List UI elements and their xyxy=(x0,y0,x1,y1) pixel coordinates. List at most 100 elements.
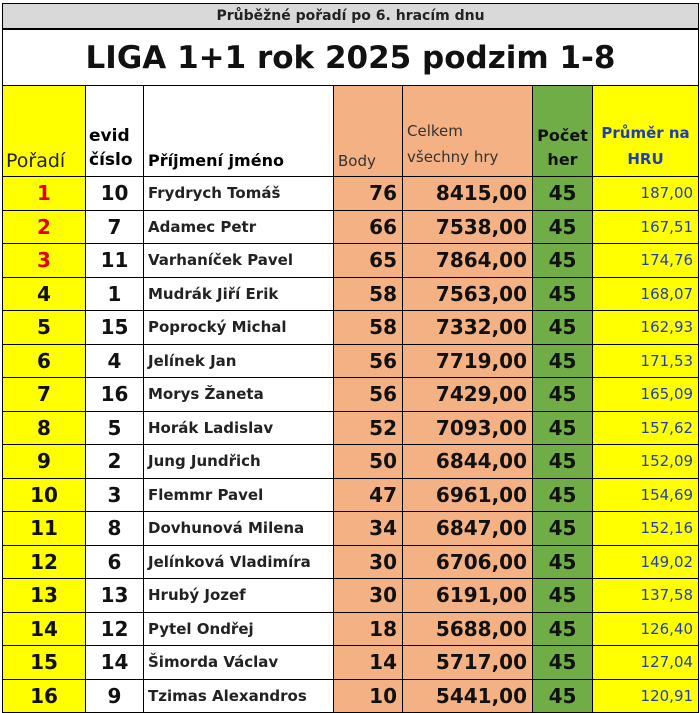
table-row: 7 16 Morys Žaneta 56 7429,00 45 165,09 xyxy=(2,377,700,412)
games-count-cell: 45 xyxy=(532,343,593,378)
table-row: 16 9 Tzimas Alexandros 10 5441,00 45 120,91 xyxy=(2,678,700,713)
total-score-cell: 5717,00 xyxy=(402,645,533,680)
evid-number-cell: 11 xyxy=(85,243,144,278)
player-name-cell: Dovhunová Milena xyxy=(143,511,334,546)
evid-number-cell: 15 xyxy=(85,310,144,345)
average-cell: 154,69 xyxy=(591,477,700,512)
evid-number-cell: 4 xyxy=(85,343,144,378)
player-name-cell: Jung Jundřich xyxy=(143,444,334,479)
average-cell: 171,53 xyxy=(591,343,700,378)
total-score-cell: 7429,00 xyxy=(402,377,533,412)
total-score-cell: 5688,00 xyxy=(402,611,533,646)
header-avg-line2: HRU xyxy=(627,150,664,168)
header-avg-line1: Průměr na xyxy=(601,124,690,142)
total-score-cell: 7093,00 xyxy=(402,410,533,445)
rank-cell: 8 xyxy=(2,410,86,445)
player-name-cell: Frydrych Tomáš xyxy=(143,176,334,211)
player-name-cell: Horák Ladislav xyxy=(143,410,334,445)
rank-cell: 6 xyxy=(2,343,86,378)
rank-cell: 7 xyxy=(2,377,86,412)
games-count-cell: 45 xyxy=(532,544,593,579)
standings-table: Průběžné pořadí po 6. hracím dnu LIGA 1+… xyxy=(1,3,700,713)
average-cell: 168,07 xyxy=(591,276,700,311)
points-cell: 47 xyxy=(333,477,403,512)
evid-number-cell: 6 xyxy=(85,544,144,579)
header-rank: Pořadí xyxy=(2,85,86,177)
table-row: 11 8 Dovhunová Milena 34 6847,00 45 152,16 xyxy=(2,511,700,546)
table-row: 5 15 Poprocký Michal 58 7332,00 45 162,93 xyxy=(2,310,700,345)
average-cell: 126,40 xyxy=(591,611,700,646)
points-cell: 66 xyxy=(333,209,403,244)
total-score-cell: 7332,00 xyxy=(402,310,533,345)
player-name-cell: Hrubý Jozef xyxy=(143,578,334,613)
games-count-cell: 45 xyxy=(532,444,593,479)
evid-number-cell: 9 xyxy=(85,678,144,713)
table-row: 2 7 Adamec Petr 66 7538,00 45 167,51 xyxy=(2,209,700,244)
player-name-cell: Tzimas Alexandros xyxy=(143,678,334,713)
total-score-cell: 6847,00 xyxy=(402,511,533,546)
rank-cell: 10 xyxy=(2,477,86,512)
rank-cell: 11 xyxy=(2,511,86,546)
games-count-cell: 45 xyxy=(532,611,593,646)
points-cell: 52 xyxy=(333,410,403,445)
total-score-cell: 6191,00 xyxy=(402,578,533,613)
header-evid-line1: evid xyxy=(89,126,130,146)
header-points: Body xyxy=(333,85,403,177)
average-cell: 127,04 xyxy=(591,645,700,680)
evid-number-cell: 13 xyxy=(85,578,144,613)
points-cell: 50 xyxy=(333,444,403,479)
rank-cell: 16 xyxy=(2,678,86,713)
rank-cell: 4 xyxy=(2,276,86,311)
points-cell: 65 xyxy=(333,243,403,278)
header-total-line1: Celkem xyxy=(407,122,463,140)
player-name-cell: Varhaníček Pavel xyxy=(143,243,334,278)
rank-cell: 15 xyxy=(2,645,86,680)
header-games-line2: her xyxy=(547,150,578,169)
rank-cell: 1 xyxy=(2,176,86,211)
player-name-cell: Adamec Petr xyxy=(143,209,334,244)
total-score-cell: 7864,00 xyxy=(402,243,533,278)
average-cell: 120,91 xyxy=(591,678,700,713)
header-evid: evid číslo xyxy=(85,85,144,177)
total-score-cell: 6961,00 xyxy=(402,477,533,512)
evid-number-cell: 12 xyxy=(85,611,144,646)
points-cell: 58 xyxy=(333,276,403,311)
evid-number-cell: 10 xyxy=(85,176,144,211)
rank-cell: 14 xyxy=(2,611,86,646)
total-score-cell: 5441,00 xyxy=(402,678,533,713)
points-cell: 34 xyxy=(333,511,403,546)
evid-number-cell: 14 xyxy=(85,645,144,680)
player-name-cell: Poprocký Michal xyxy=(143,310,334,345)
total-score-cell: 7719,00 xyxy=(402,343,533,378)
table-row: 8 5 Horák Ladislav 52 7093,00 45 157,62 xyxy=(2,410,700,445)
average-cell: 137,58 xyxy=(591,578,700,613)
points-cell: 30 xyxy=(333,578,403,613)
header-row: Pořadí evid číslo Příjmení jméno Body Cel… xyxy=(2,85,700,177)
games-count-cell: 45 xyxy=(532,176,593,211)
subtitle: Průběžné pořadí po 6. hracím dnu xyxy=(1,3,700,30)
total-score-cell: 6706,00 xyxy=(402,544,533,579)
player-name-cell: Jelínek Jan xyxy=(143,343,334,378)
table-row: 6 4 Jelínek Jan 56 7719,00 45 171,53 xyxy=(2,343,700,378)
header-name: Příjmení jméno xyxy=(143,85,334,177)
points-cell: 18 xyxy=(333,611,403,646)
table-row: 1 10 Frydrych Tomáš 76 8415,00 45 187,00 xyxy=(2,176,700,211)
games-count-cell: 45 xyxy=(532,377,593,412)
total-score-cell: 6844,00 xyxy=(402,444,533,479)
rank-cell: 5 xyxy=(2,310,86,345)
evid-number-cell: 5 xyxy=(85,410,144,445)
total-score-cell: 8415,00 xyxy=(402,176,533,211)
points-cell: 14 xyxy=(333,645,403,680)
games-count-cell: 45 xyxy=(532,276,593,311)
page-title: LIGA 1+1 rok 2025 podzim 1-8 xyxy=(1,28,700,86)
table-row: 3 11 Varhaníček Pavel 65 7864,00 45 174,76 xyxy=(2,243,700,278)
total-score-cell: 7538,00 xyxy=(402,209,533,244)
average-cell: 162,93 xyxy=(591,310,700,345)
evid-number-cell: 7 xyxy=(85,209,144,244)
player-name-cell: Šimorda Václav xyxy=(143,645,334,680)
table-row: 13 13 Hrubý Jozef 30 6191,00 45 137,58 xyxy=(2,578,700,613)
evid-number-cell: 2 xyxy=(85,444,144,479)
rank-cell: 3 xyxy=(2,243,86,278)
player-name-cell: Morys Žaneta xyxy=(143,377,334,412)
